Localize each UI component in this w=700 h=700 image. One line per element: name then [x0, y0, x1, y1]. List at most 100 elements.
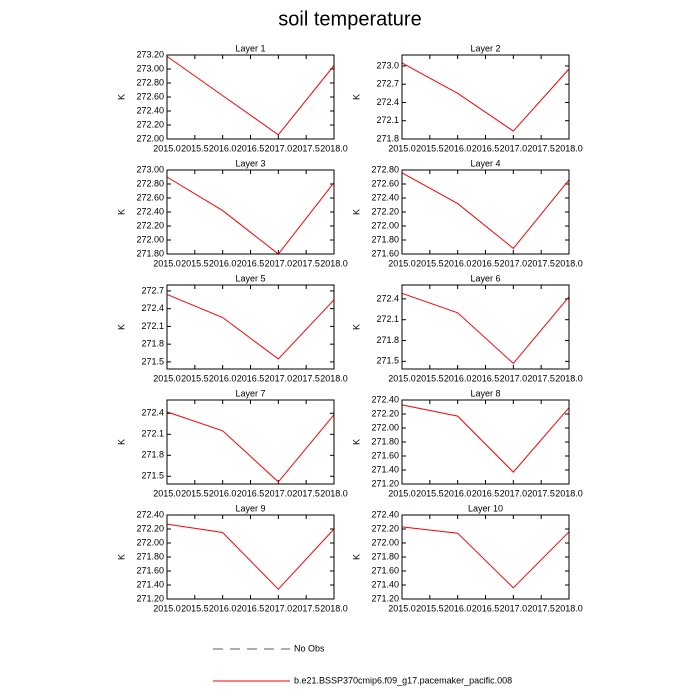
data-line: [166, 176, 335, 255]
plot-frame: [166, 284, 335, 370]
y-tick-label: 271.5: [141, 471, 164, 481]
x-tick-label: 2015.5: [416, 373, 444, 383]
x-tick-label: 2018.0: [555, 373, 583, 383]
data-line: [401, 172, 570, 250]
y-tick-label: 272.00: [371, 220, 399, 230]
x-tick-label: 2018.0: [555, 603, 583, 613]
plot-frame: [166, 169, 335, 255]
data-line: [401, 526, 570, 589]
y-tick-label: 271.5: [376, 356, 399, 366]
plot-frame: [401, 169, 570, 255]
y-tick-label: 271.60: [371, 248, 399, 258]
y-tick-label: 272.20: [371, 206, 399, 216]
y-tick-label: 272.20: [371, 523, 399, 533]
y-tick-label: 271.40: [136, 579, 164, 589]
panel-title: Layer 1: [235, 43, 265, 53]
y-axis-label: K: [116, 209, 126, 215]
data-line: [166, 523, 335, 590]
y-tick-label: 272.4: [376, 97, 399, 107]
plot-frame: [166, 399, 335, 485]
x-tick-label: 2016.5: [237, 373, 265, 383]
y-tick-label: 272.40: [136, 105, 164, 115]
y-tick-label: 272.1: [376, 115, 399, 125]
y-tick-label: 273.00: [136, 63, 164, 73]
y-tick-label: 272.1: [141, 429, 164, 439]
data-line: [401, 404, 570, 473]
y-tick-label: 272.60: [136, 91, 164, 101]
x-tick-label: 2017.5: [292, 143, 320, 153]
x-tick-label: 2017.5: [292, 488, 320, 498]
x-tick-label: 2015.0: [388, 143, 416, 153]
y-tick-label: 271.8: [141, 450, 164, 460]
y-tick-label: 272.60: [136, 192, 164, 202]
y-tick-label: 272.1: [141, 321, 164, 331]
x-tick-label: 2017.5: [292, 373, 320, 383]
panel-title: Layer 4: [470, 158, 500, 168]
figure-title: soil temperature: [278, 8, 421, 30]
y-tick-label: 272.20: [136, 523, 164, 533]
panel-title: Layer 7: [235, 388, 265, 398]
x-tick-label: 2017.5: [527, 258, 555, 268]
x-tick-label: 2015.0: [388, 373, 416, 383]
x-tick-label: 2018.0: [320, 373, 348, 383]
x-tick-label: 2016.0: [444, 603, 472, 613]
panel-title: Layer 5: [235, 273, 265, 283]
y-tick-label: 272.80: [371, 164, 399, 174]
y-tick-label: 271.8: [376, 335, 399, 345]
x-tick-label: 2016.5: [472, 603, 500, 613]
y-tick-label: 272.00: [136, 537, 164, 547]
x-tick-label: 2016.5: [237, 488, 265, 498]
x-tick-label: 2016.0: [209, 603, 237, 613]
y-tick-label: 272.00: [136, 133, 164, 143]
x-tick-label: 2016.0: [209, 373, 237, 383]
x-tick-label: 2016.0: [444, 488, 472, 498]
x-tick-label: 2015.0: [388, 488, 416, 498]
y-tick-label: 271.80: [371, 234, 399, 244]
y-tick-label: 272.20: [136, 119, 164, 129]
x-tick-label: 2015.0: [153, 143, 181, 153]
plot-frame: [166, 54, 335, 140]
y-tick-label: 272.00: [371, 422, 399, 432]
y-tick-label: 272.40: [371, 192, 399, 202]
x-tick-label: 2015.5: [416, 143, 444, 153]
y-tick-label: 272.40: [371, 394, 399, 404]
legend-label: No Obs: [294, 643, 325, 653]
panel-title: Layer 8: [470, 388, 500, 398]
x-tick-label: 2017.5: [292, 603, 320, 613]
y-tick-label: 273.20: [136, 49, 164, 59]
x-tick-label: 2016.5: [472, 143, 500, 153]
y-tick-label: 271.20: [371, 593, 399, 603]
y-tick-label: 271.20: [371, 478, 399, 488]
data-line: [166, 411, 335, 483]
panel-title: Layer 2: [470, 43, 500, 53]
plot-frame: [166, 514, 335, 600]
y-axis-label: K: [116, 439, 126, 445]
y-tick-label: 272.00: [371, 537, 399, 547]
y-tick-label: 271.60: [371, 450, 399, 460]
x-tick-label: 2016.0: [209, 258, 237, 268]
x-tick-label: 2017.0: [500, 258, 528, 268]
panel-title: Layer 9: [235, 503, 265, 513]
y-tick-label: 272.40: [136, 509, 164, 519]
plot-frame: [401, 399, 570, 485]
y-tick-label: 272.60: [371, 178, 399, 188]
x-tick-label: 2016.0: [209, 488, 237, 498]
y-tick-label: 272.80: [136, 178, 164, 188]
x-tick-label: 2016.0: [444, 143, 472, 153]
y-axis-label: K: [351, 554, 361, 560]
y-tick-label: 272.20: [136, 220, 164, 230]
y-axis-label: K: [116, 94, 126, 100]
y-tick-label: 272.4: [376, 293, 399, 303]
x-tick-label: 2016.5: [472, 488, 500, 498]
x-tick-label: 2016.5: [472, 258, 500, 268]
x-tick-label: 2015.5: [416, 603, 444, 613]
data-line: [401, 292, 570, 365]
x-tick-label: 2017.0: [265, 143, 293, 153]
x-tick-label: 2017.0: [265, 603, 293, 613]
panel-title: Layer 3: [235, 158, 265, 168]
x-tick-label: 2015.5: [416, 258, 444, 268]
y-tick-label: 272.20: [371, 408, 399, 418]
plot-frame: [401, 514, 570, 600]
x-tick-label: 2016.5: [237, 143, 265, 153]
x-tick-label: 2018.0: [320, 143, 348, 153]
